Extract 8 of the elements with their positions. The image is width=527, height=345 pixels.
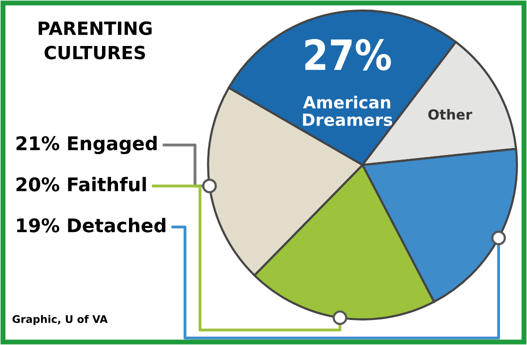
slice-label: American Dreamers <box>303 96 392 126</box>
text: Graphic, U of VA <box>12 314 108 326</box>
slice-label: Other <box>428 109 472 120</box>
slice-label: 20% Faithful <box>16 176 146 192</box>
slice-label: 21% Engaged <box>16 136 157 154</box>
text: PARENTING CULTURES <box>38 21 152 60</box>
slice-label: 19% Detached <box>17 218 166 232</box>
data-label: 27% <box>305 39 391 71</box>
